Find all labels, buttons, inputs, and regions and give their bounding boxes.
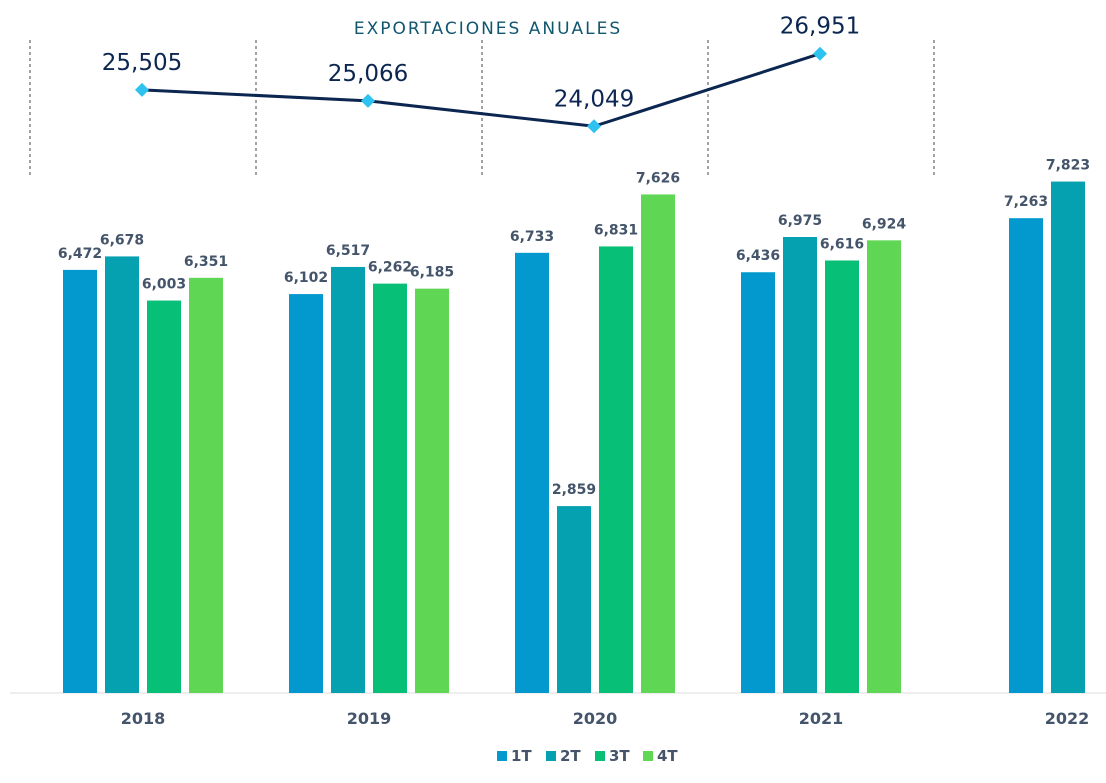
x-axis-label-2018: 2018 <box>121 709 166 728</box>
line-point-marker <box>813 46 827 61</box>
line-point-marker <box>135 82 149 97</box>
annual-line <box>141 52 821 128</box>
bar-3t-2021 <box>825 260 859 693</box>
legend-swatch-1t <box>497 751 507 761</box>
bar-2t-2018 <box>105 256 139 693</box>
bar-value-label: 6,517 <box>326 243 370 259</box>
bar-value-label: 6,436 <box>736 248 780 264</box>
line-point-label: 25,066 <box>328 61 408 87</box>
bar-value-label: 7,263 <box>1004 194 1048 210</box>
legend-label-3t: 3T <box>609 747 630 765</box>
bar-4t-2020 <box>641 194 675 693</box>
bar-value-label: 6,351 <box>184 254 228 270</box>
line-point-label: 26,951 <box>780 14 860 40</box>
legend-swatch-4t <box>643 751 653 761</box>
line-point-marker <box>587 119 601 134</box>
line-chart-title: EXPORTACIONES ANUALES <box>354 19 622 39</box>
bar-1t-2022 <box>1009 218 1043 693</box>
x-axis-label-2022: 2022 <box>1045 709 1090 728</box>
bar-value-label: 6,678 <box>100 232 144 248</box>
annual-line-chart: EXPORTACIONES ANUALES 25,505 25,066 24,049… <box>29 14 935 178</box>
bar-4t-2019 <box>415 288 449 693</box>
bar-4t-2021 <box>867 240 901 693</box>
bar-2t-2019 <box>331 266 365 693</box>
bar-value-label: 6,185 <box>410 265 454 281</box>
bar-4t-2018 <box>189 277 223 693</box>
bar-value-label: 6,472 <box>58 246 102 262</box>
bar-3t-2020 <box>599 246 633 693</box>
x-axis-label-2019: 2019 <box>347 709 392 728</box>
bar-value-label: 6,262 <box>368 260 412 276</box>
bar-2t-2021 <box>783 237 817 693</box>
line-point-marker <box>361 93 375 108</box>
bar-3t-2018 <box>147 300 181 693</box>
bar-2t-2022 <box>1051 181 1085 693</box>
bar-3t-2019 <box>373 283 407 693</box>
bar-1t-2019 <box>289 294 323 693</box>
legend-label-1t: 1T <box>511 747 532 765</box>
bar-value-label: 6,102 <box>284 270 328 286</box>
bar-value-label: 6,831 <box>594 222 638 238</box>
bar-1t-2020 <box>515 252 549 693</box>
bar-value-label: 6,003 <box>142 277 186 293</box>
annual-line-series: 25,505 25,066 24,049 26,951 <box>102 14 860 134</box>
bar-value-label: 6,924 <box>862 216 907 232</box>
x-axis-labels: 2018 2019 2020 2021 2022 <box>121 709 1090 728</box>
bar-value-label: 6,975 <box>778 213 822 229</box>
x-axis-label-2020: 2020 <box>573 709 618 728</box>
legend-swatch-2t <box>546 751 556 761</box>
legend-swatch-3t <box>595 751 605 761</box>
bar-2t-2020 <box>557 506 591 693</box>
bar-value-label: 6,616 <box>820 236 864 252</box>
line-point-label: 24,049 <box>554 86 634 112</box>
legend: 1T 2T 3T 4T <box>497 747 678 765</box>
bar-value-label: 2,859 <box>552 482 596 498</box>
legend-label-2t: 2T <box>560 747 581 765</box>
x-axis-label-2021: 2021 <box>799 709 844 728</box>
bar-value-label: 7,626 <box>636 170 680 186</box>
bar-value-label: 6,733 <box>510 229 554 245</box>
bar-1t-2021 <box>741 272 775 693</box>
line-point-label: 25,505 <box>102 50 182 76</box>
bar-value-label: 7,823 <box>1046 158 1090 174</box>
bar-1t-2018 <box>63 269 97 693</box>
year-dividers <box>29 40 935 178</box>
legend-label-4t: 4T <box>657 747 678 765</box>
